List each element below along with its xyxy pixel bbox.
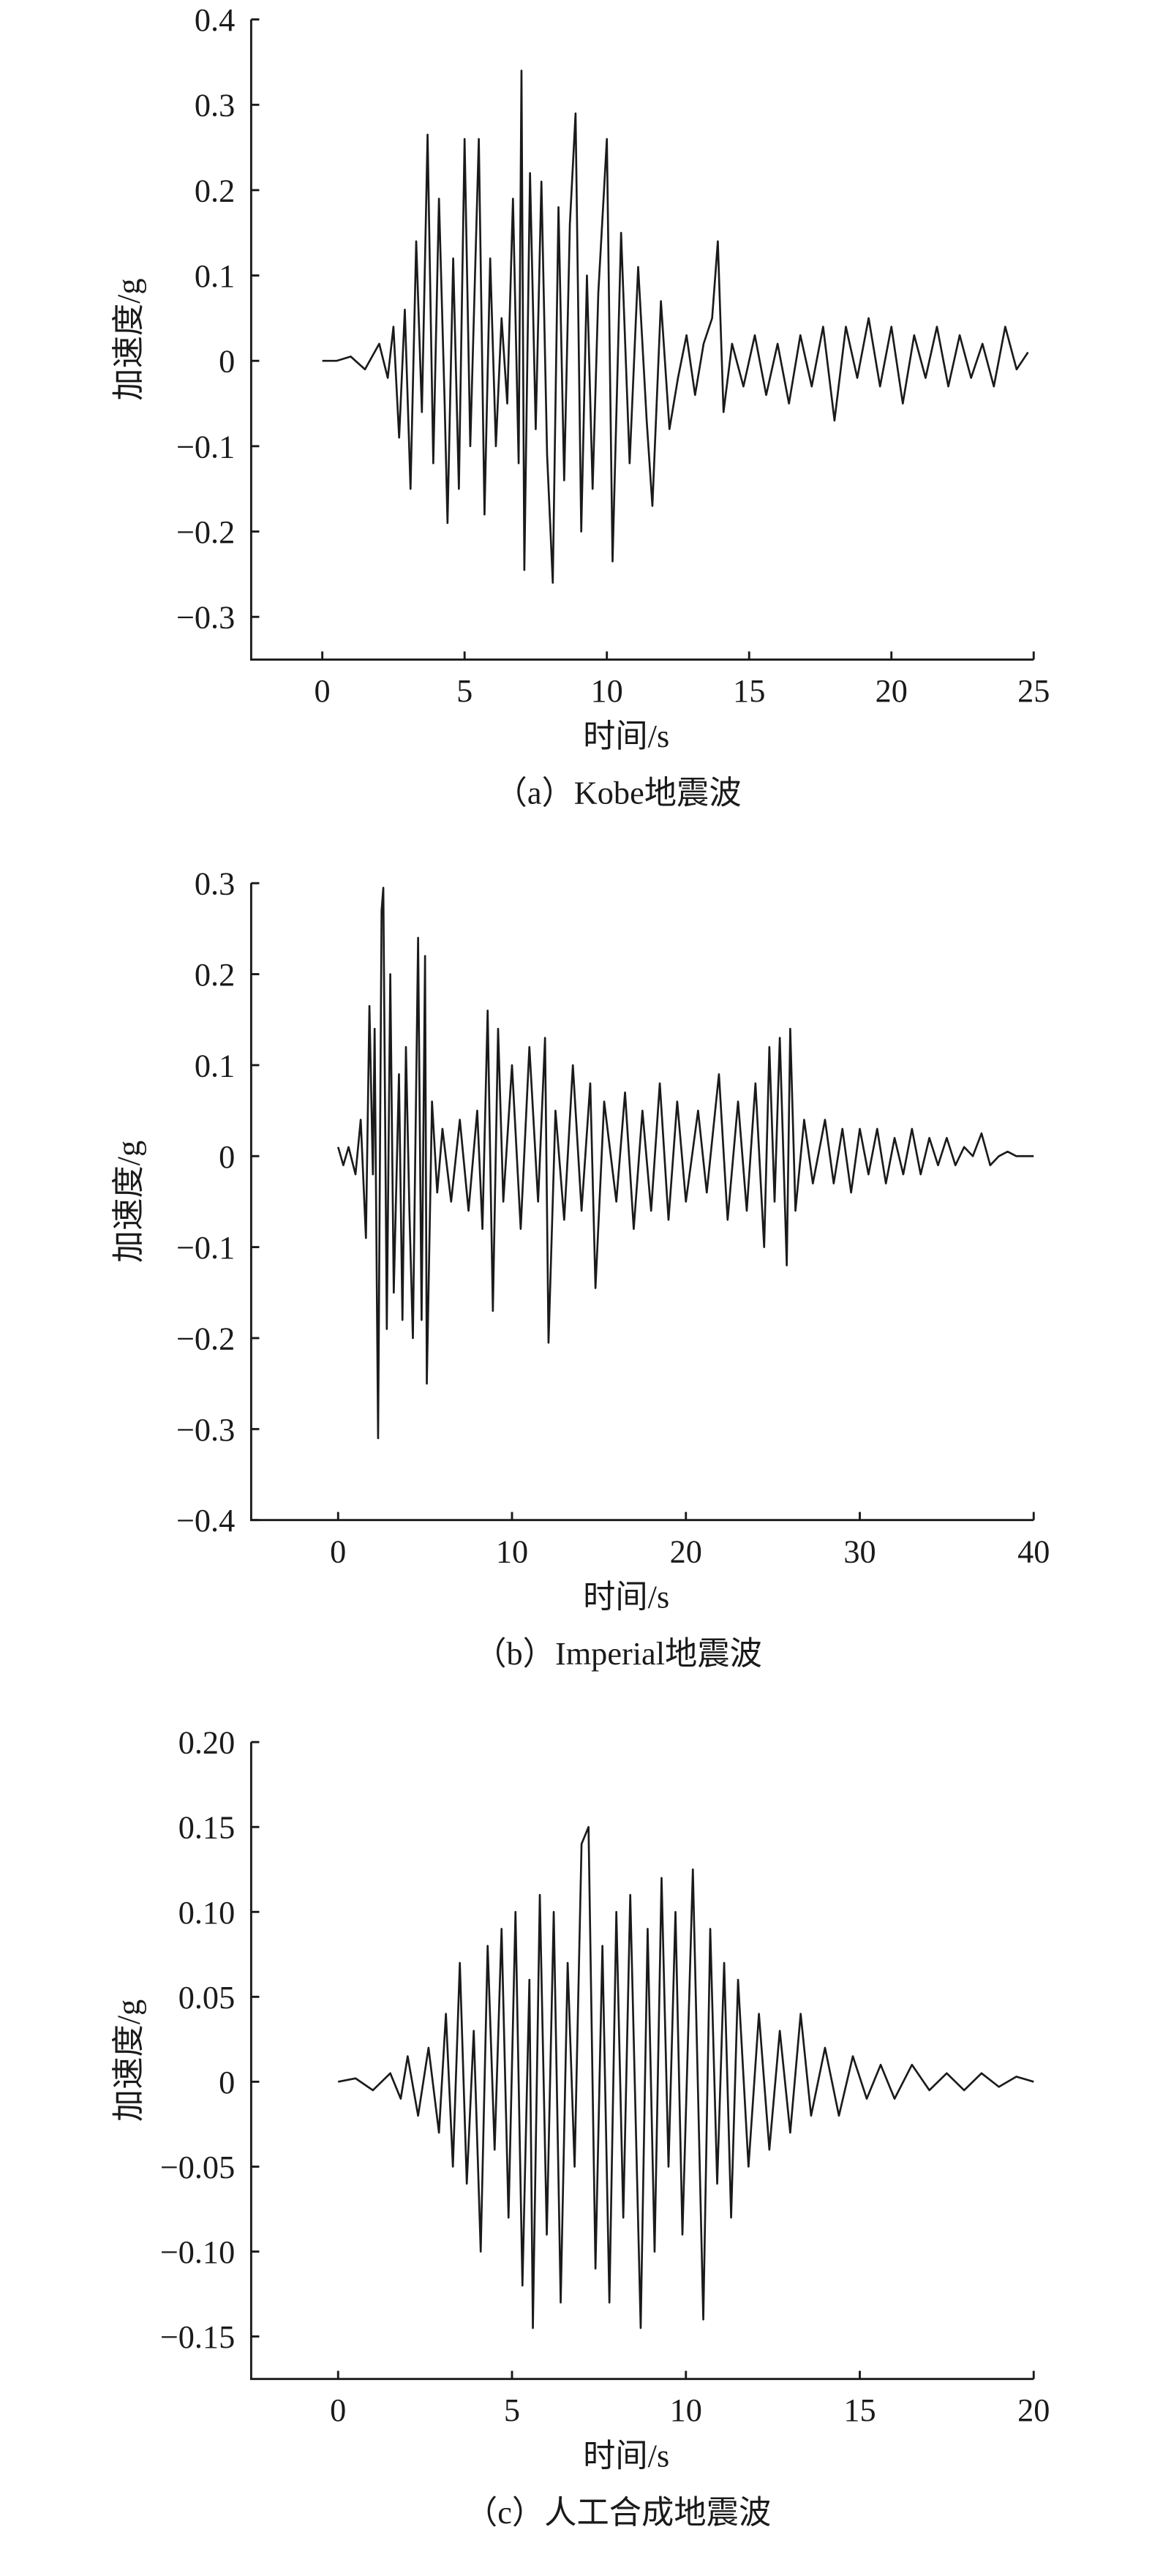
y-tick-label: −0.1 [176,1230,235,1266]
y-tick-label: 0.1 [195,258,235,294]
y-tick-label: −0.2 [176,1321,235,1356]
x-tick-label: 10 [591,673,623,709]
x-tick-label: 30 [843,1533,876,1569]
x-axis-label: 时间/s [583,2438,669,2474]
y-tick-label: −0.3 [176,1412,235,1448]
y-tick-label: 0.05 [178,1980,236,2016]
axes [249,19,1034,661]
y-tick-label: 0.10 [178,1895,236,1931]
axes [249,1742,1034,2381]
y-tick-label: 0.1 [195,1048,235,1084]
y-tick-label: 0.4 [195,2,235,38]
x-tick-label: 5 [456,673,473,709]
x-tick-label: 0 [315,673,331,709]
y-tick-label: 0.2 [195,173,235,209]
wave-line [336,887,1034,1440]
y-axis-label: 加速度/g [111,1999,147,2122]
y-tick-label: −0.15 [160,2319,236,2355]
x-tick-label: 25 [1017,673,1050,709]
y-tick-label: −0.1 [176,429,235,465]
x-tick-label: 15 [843,2392,876,2428]
y-tick-label: −0.05 [160,2149,236,2185]
x-tick-label: 20 [670,1533,702,1569]
y-tick-label: 0 [219,2065,235,2100]
chart-caption: （c）人工合成地震波 [465,2495,771,2531]
x-tick-label: 20 [876,673,908,709]
y-tick-label: 0 [219,1139,235,1175]
x-axis-label: 时间/s [583,1579,669,1615]
y-axis-label: 加速度/g [111,278,147,400]
x-tick-label: 15 [733,673,765,709]
x-tick-label: 20 [1017,2392,1050,2428]
y-tick-label: 0 [219,344,235,380]
x-tick-label: 10 [670,2392,702,2428]
x-tick-label: 10 [496,1533,528,1569]
wave-line [322,70,1029,584]
x-tick-label: 0 [330,1533,346,1569]
y-tick-label: −0.4 [176,1503,235,1539]
chart-caption: （a）Kobe地震波 [495,776,742,811]
wave-line [338,1825,1034,2329]
chart-caption: （b）Imperial地震波 [474,1636,762,1672]
x-tick-label: 0 [330,2392,346,2428]
y-tick-label: 0.2 [195,957,235,993]
y-tick-label: −0.2 [176,514,235,550]
y-tick-label: 0.3 [195,88,235,124]
y-axis-label: 加速度/g [111,1141,147,1263]
x-tick-label: 5 [504,2392,520,2428]
y-tick-label: 0.20 [178,1725,236,1761]
x-tick-label: 40 [1017,1533,1050,1569]
y-tick-label: −0.10 [160,2234,236,2270]
y-tick-label: −0.3 [176,600,235,636]
y-tick-label: 0.3 [195,866,235,902]
x-axis-label: 时间/s [583,718,669,754]
y-tick-label: 0.15 [178,1810,236,1846]
axes [249,883,1034,1522]
